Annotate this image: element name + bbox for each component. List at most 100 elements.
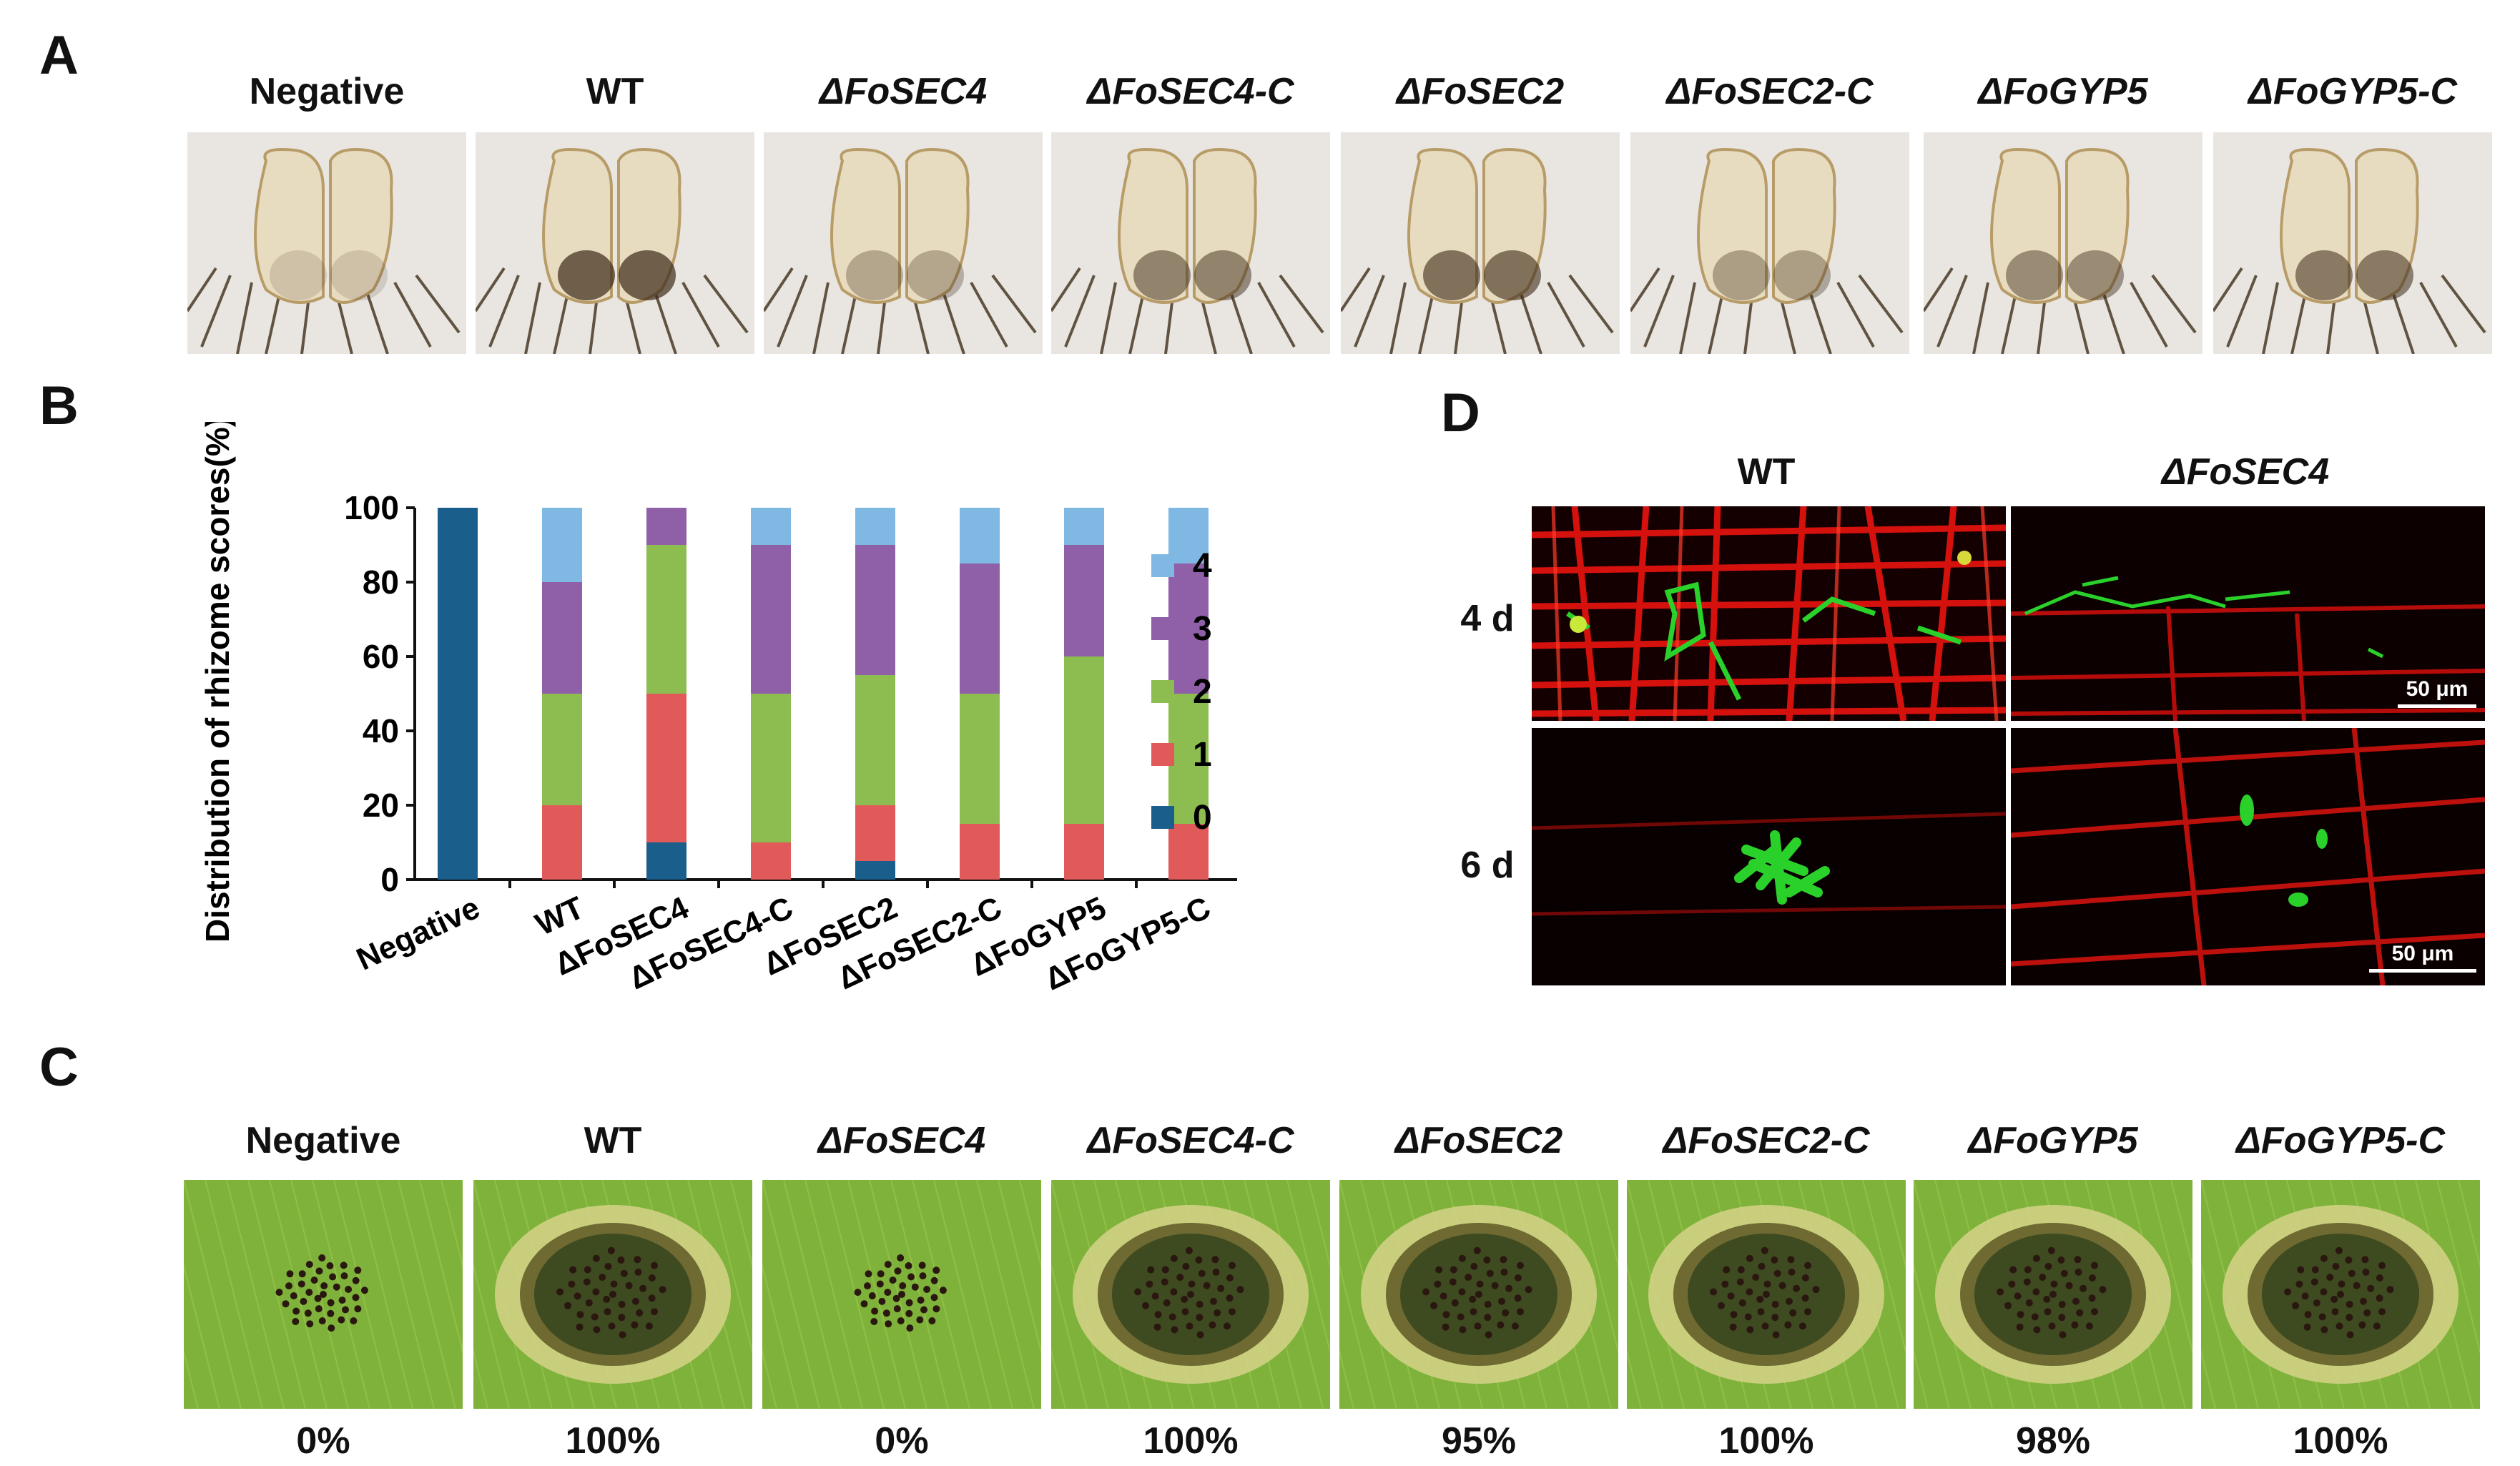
leaf-lesion-photo-fosec4-c bbox=[1051, 1180, 1330, 1409]
leaf-lesion-photo-fosec4 bbox=[762, 1180, 1041, 1409]
lesion-percent-fosec2: 95% bbox=[1441, 1420, 1517, 1462]
legend-swatch-score-1 bbox=[1151, 743, 1174, 766]
x-tick-label: WT bbox=[531, 890, 590, 943]
panel-a-label-fosec2: ΔFoSEC2 bbox=[1396, 71, 1565, 112]
bar-segment-score-3 bbox=[542, 582, 582, 694]
bar-segment-score-3 bbox=[960, 564, 1000, 694]
rhizome-photo-wt bbox=[476, 132, 754, 354]
panel-c-letter: C bbox=[39, 1037, 79, 1098]
legend-label-score-0: 0 bbox=[1193, 799, 1212, 837]
legend-label-score-3: 3 bbox=[1193, 610, 1212, 648]
lesion-percent-wt: 100% bbox=[565, 1420, 661, 1462]
panel-c-label-fosec2: ΔFoSEC2 bbox=[1394, 1120, 1563, 1161]
panel-b-letter: B bbox=[39, 375, 79, 436]
leaf-lesion-photo-fosec2-c bbox=[1627, 1180, 1906, 1409]
lesion-percent-fosec2-c: 100% bbox=[1718, 1420, 1814, 1462]
panel-c-label-fosec2-c: ΔFoSEC2-C bbox=[1663, 1120, 1870, 1161]
y-tick-label: 40 bbox=[363, 712, 399, 749]
bar-segment-score-4 bbox=[1168, 508, 1209, 564]
rhizome-photo-fogyp5 bbox=[1924, 132, 2202, 354]
legend-label-score-1: 1 bbox=[1193, 736, 1212, 774]
leaf-lesion-photo-negative bbox=[184, 1180, 463, 1409]
panel-a-label-wt: WT bbox=[586, 71, 644, 112]
bar-segment-score-0 bbox=[646, 842, 686, 880]
y-tick-label: 60 bbox=[363, 638, 399, 675]
lesion-percent-fosec4: 0% bbox=[875, 1420, 929, 1462]
panel-c-label-fosec4-c: ΔFoSEC4-C bbox=[1087, 1120, 1294, 1161]
bar-segment-score-2 bbox=[1064, 656, 1104, 824]
legend-label-score-2: 2 bbox=[1193, 673, 1212, 711]
rhizome-score-chart: Distribution of rhizome scores(%) 020406… bbox=[199, 422, 1237, 997]
panel-c-label-negative: Negative bbox=[245, 1120, 401, 1161]
y-tick-label: 100 bbox=[344, 489, 399, 526]
bar-segment-score-3 bbox=[646, 508, 686, 545]
microscopy-fosec4-4d: 50 μm bbox=[2011, 506, 2485, 721]
bar-segment-score-4 bbox=[855, 508, 895, 545]
panel-d-row-4d: 4 d bbox=[1460, 598, 1515, 639]
rhizome-photo-fosec2-c bbox=[1630, 132, 1909, 354]
y-tick-label: 20 bbox=[363, 787, 399, 824]
panel-c-label-wt: WT bbox=[584, 1120, 642, 1161]
bar-segment-score-0 bbox=[438, 508, 478, 880]
leaf-lesion-photo-wt bbox=[473, 1180, 752, 1409]
lesion-percent-fosec4-c: 100% bbox=[1143, 1420, 1239, 1462]
microscopy-wt-4d bbox=[1532, 506, 2006, 721]
panel-c-label-fosec4: ΔFoSEC4 bbox=[817, 1120, 986, 1161]
panel-d-col-wt: WT bbox=[1737, 451, 1796, 493]
bar-segment-score-1 bbox=[1168, 824, 1209, 880]
microscopy-fosec4-6d: 50 μm bbox=[2011, 728, 2485, 985]
leaf-lesion-photo-fosec2 bbox=[1339, 1180, 1618, 1409]
scale-bar-4d: 50 μm bbox=[2398, 677, 2476, 708]
y-tick-label: 0 bbox=[380, 861, 399, 898]
bar-segment-score-2 bbox=[960, 694, 1000, 824]
bar-segment-score-1 bbox=[960, 824, 1000, 880]
bar-segment-score-4 bbox=[960, 508, 1000, 564]
bar-segment-score-1 bbox=[646, 694, 686, 842]
leaf-lesion-photo-fogyp5 bbox=[1914, 1180, 2192, 1409]
bar-segment-score-2 bbox=[542, 694, 582, 805]
x-tick-label: Negative bbox=[351, 890, 485, 978]
y-axis-label: Distribution of rhizome scores(%) bbox=[199, 422, 236, 943]
rhizome-photo-negative bbox=[187, 132, 466, 354]
rhizome-photo-fosec4 bbox=[764, 132, 1043, 354]
bar-segment-score-4 bbox=[542, 508, 582, 582]
bar-segment-score-2 bbox=[1168, 694, 1209, 824]
legend-swatch-score-4 bbox=[1151, 554, 1174, 577]
leaf-lesion-photo-fogyp5-c bbox=[2201, 1180, 2480, 1409]
bar-segment-score-3 bbox=[855, 545, 895, 675]
scale-bar-6d: 50 μm bbox=[2369, 942, 2476, 973]
y-tick-label: 80 bbox=[363, 564, 399, 601]
legend-swatch-score-0 bbox=[1151, 806, 1174, 829]
scale-bar-label-4d: 50 μm bbox=[2406, 677, 2469, 701]
bar-segment-score-4 bbox=[751, 508, 791, 545]
panel-a-label-fogyp5: ΔFoGYP5 bbox=[1978, 71, 2148, 112]
panel-a-label-fosec4-c: ΔFoSEC4-C bbox=[1087, 71, 1294, 112]
bar-segment-score-3 bbox=[1064, 545, 1104, 656]
bar-segment-score-1 bbox=[1064, 824, 1104, 880]
scale-bar-label-6d: 50 μm bbox=[2391, 942, 2454, 965]
bar-segment-score-0 bbox=[855, 861, 895, 880]
bar-segment-score-4 bbox=[1064, 508, 1104, 545]
bar-segment-score-2 bbox=[751, 694, 791, 842]
panel-a-label-fosec2-c: ΔFoSEC2-C bbox=[1666, 71, 1874, 112]
bar-segment-score-3 bbox=[1168, 564, 1209, 694]
lesion-percent-negative: 0% bbox=[296, 1420, 350, 1462]
bar-segment-score-2 bbox=[646, 545, 686, 694]
bar-segment-score-2 bbox=[855, 675, 895, 805]
lesion-percent-fogyp5-c: 100% bbox=[2293, 1420, 2388, 1462]
legend-swatch-score-2 bbox=[1151, 680, 1174, 703]
bar-segment-score-1 bbox=[855, 805, 895, 861]
panel-c-label-fogyp5-c: ΔFoGYP5-C bbox=[2235, 1120, 2446, 1161]
panel-d-letter: D bbox=[1441, 383, 1480, 443]
rhizome-photo-fogyp5-c bbox=[2213, 132, 2492, 354]
rhizome-photo-fosec4-c bbox=[1051, 132, 1330, 354]
microscopy-wt-6d bbox=[1532, 728, 2006, 985]
panel-d-col-fosec4: ΔFoSEC4 bbox=[2161, 451, 2330, 493]
bar-segment-score-1 bbox=[542, 805, 582, 880]
panel-c-label-fogyp5: ΔFoGYP5 bbox=[1968, 1120, 2138, 1161]
lesion-percent-fogyp5: 98% bbox=[2015, 1420, 2091, 1462]
rhizome-photo-fosec2 bbox=[1341, 132, 1620, 354]
panel-a-letter: A bbox=[39, 25, 79, 86]
panel-a-label-fogyp5-c: ΔFoGYP5-C bbox=[2248, 71, 2458, 112]
bar-segment-score-1 bbox=[751, 842, 791, 880]
